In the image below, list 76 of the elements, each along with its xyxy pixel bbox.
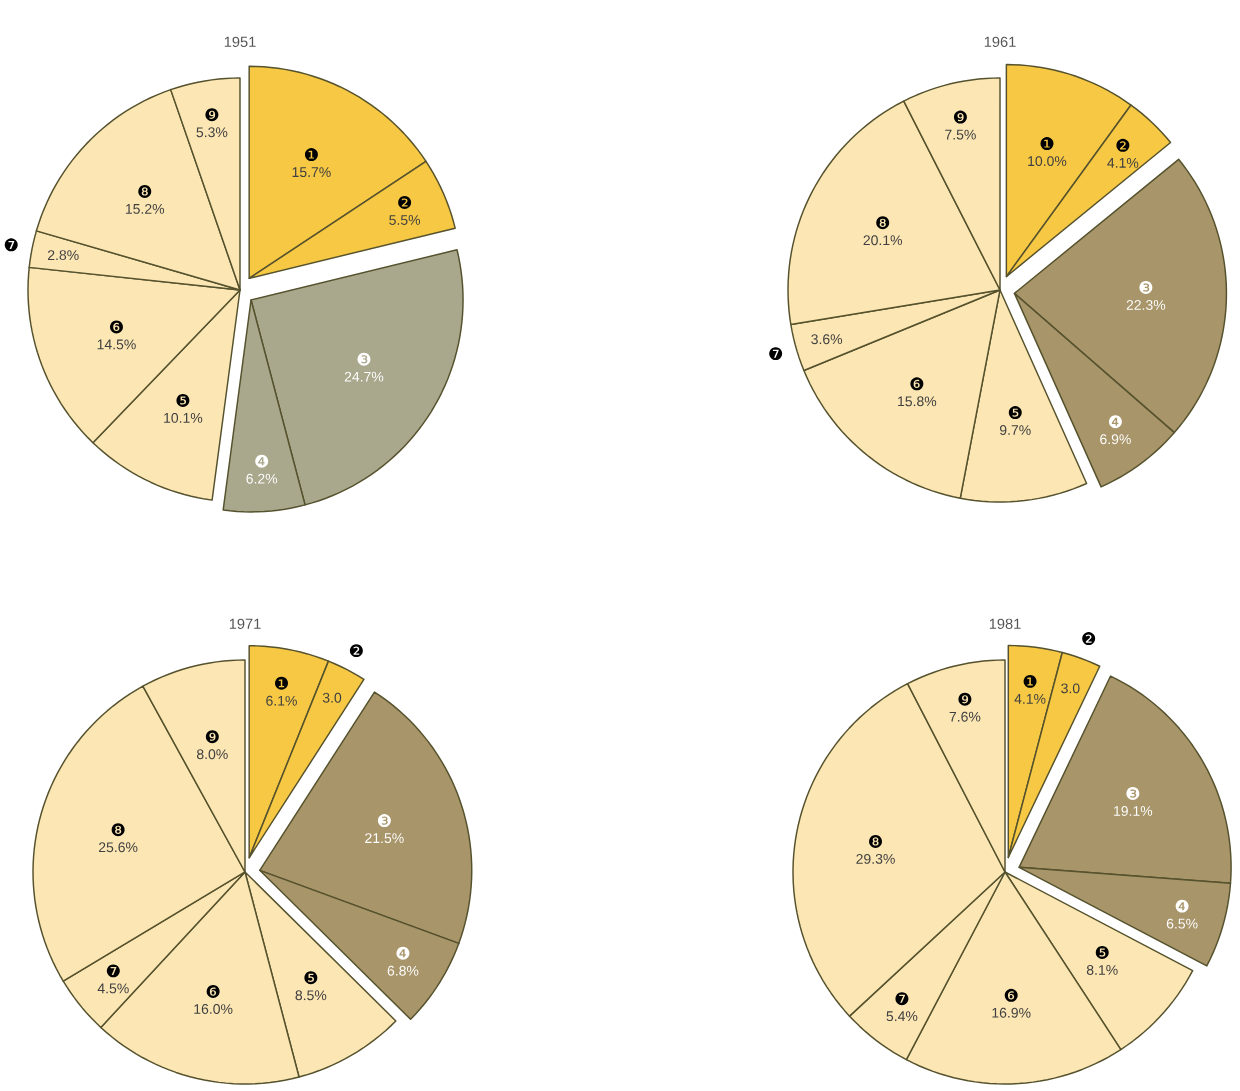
data-label: 16.9% — [992, 1007, 1031, 1018]
data-label: 4.1% — [1014, 693, 1046, 704]
data-label: 25.6% — [98, 842, 138, 853]
slice-label: ❻ — [1004, 988, 1018, 1002]
slice-label: ❺ — [176, 393, 190, 407]
data-label: 8.5% — [295, 990, 327, 1001]
data-label: 8.1% — [1086, 965, 1118, 975]
data-label: 5.5% — [389, 215, 421, 225]
slice-label: ❾ — [958, 692, 972, 706]
slice-label: ❷ — [1116, 138, 1130, 152]
slice-label: ❷ — [398, 195, 412, 209]
data-label: 7.5% — [945, 129, 976, 140]
slice-label: ❷ — [1082, 632, 1096, 646]
data-label: 5.4% — [886, 1011, 918, 1022]
slice-label: ❹ — [1108, 415, 1122, 429]
slice-label: ❼ — [769, 347, 783, 361]
data-label: 3.0 — [322, 692, 342, 703]
data-label: 21.5% — [365, 833, 404, 844]
slice-label: ❻ — [110, 320, 123, 334]
data-label: 14.5% — [97, 339, 136, 350]
slice-label: ❷ — [349, 644, 363, 658]
data-label: 7.6% — [949, 711, 981, 722]
slice-label: ❾ — [953, 110, 967, 124]
data-label: 6.9% — [1100, 434, 1131, 445]
slice-label: ❼ — [106, 964, 120, 978]
chart-title: 1981 — [989, 618, 1021, 630]
chart-title: 1971 — [229, 618, 261, 630]
data-label: 9.7% — [999, 425, 1031, 436]
slice-label: ❽ — [869, 834, 883, 848]
slice-label: ❼ — [4, 238, 18, 252]
slice-label: ❻ — [910, 377, 924, 391]
data-label: 19.1% — [1114, 806, 1153, 816]
data-label: 6.1% — [266, 695, 297, 706]
data-label: 4.5% — [97, 983, 129, 994]
slice-label: ❹ — [396, 946, 410, 960]
slice-label: ❹ — [1175, 899, 1189, 913]
data-label: 6.2% — [246, 473, 278, 484]
data-label: 15.2% — [125, 203, 165, 214]
slice-label: ❻ — [206, 985, 220, 998]
slice-label: ❶ — [304, 148, 318, 162]
chart-title: 1961 — [984, 36, 1016, 48]
slice-label: ❸ — [1126, 787, 1140, 800]
slice-label: ❺ — [1095, 945, 1109, 959]
data-label: 4.1% — [1107, 157, 1139, 168]
slice-label: ❾ — [205, 108, 219, 122]
slice-label: ❶ — [1040, 137, 1054, 151]
data-label: 16.0% — [194, 1004, 233, 1014]
slice-label: ❾ — [205, 730, 219, 744]
slice-label: ❽ — [138, 184, 152, 198]
data-label: 24.7% — [344, 371, 384, 382]
data-label: 10.1% — [164, 412, 203, 423]
data-label: 29.3% — [856, 853, 895, 864]
slice-label: ❸ — [377, 814, 391, 828]
data-label: 15.8% — [898, 396, 937, 407]
data-label: 5.3% — [196, 127, 228, 138]
slice-label: ❼ — [895, 992, 909, 1006]
slice-label: ❽ — [111, 823, 125, 837]
slice-label: ❸ — [1139, 281, 1153, 294]
data-label: 6.5% — [1166, 918, 1198, 929]
data-label: 15.7% — [292, 167, 331, 178]
slice-label: ❸ — [357, 352, 371, 366]
data-label: 3.0 — [1061, 683, 1080, 694]
data-label: 8.0% — [196, 749, 228, 760]
slice-label: ❹ — [255, 454, 269, 468]
slice-label: ❺ — [304, 971, 318, 985]
data-label: 6.8% — [387, 965, 419, 976]
data-label: 3.6% — [811, 334, 843, 345]
slice-label: ❶ — [1023, 674, 1037, 688]
chart-title: 1951 — [224, 36, 256, 48]
slice-label: ❽ — [876, 216, 890, 230]
data-label: 22.3% — [1126, 300, 1166, 310]
slice-label: ❺ — [1008, 406, 1022, 420]
data-label: 2.8% — [47, 250, 79, 261]
data-label: 10.0% — [1028, 156, 1067, 167]
data-label: 20.1% — [863, 235, 903, 246]
slice-label: ❶ — [275, 676, 288, 690]
